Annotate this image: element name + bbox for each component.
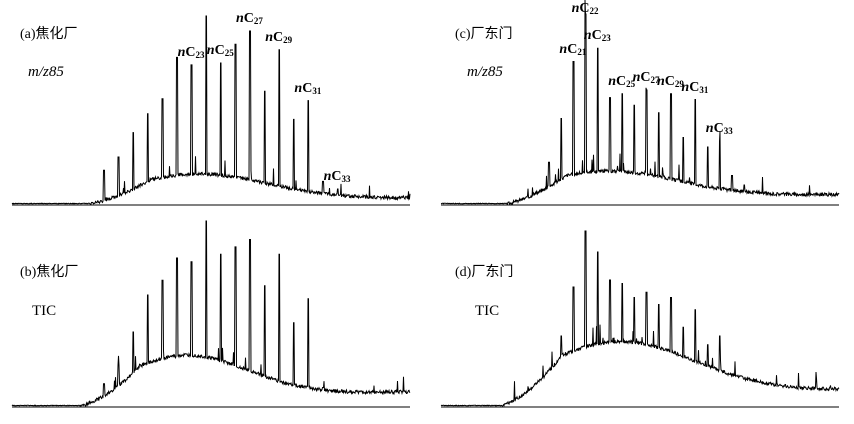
- peak-label-nc25: nC25: [608, 73, 636, 89]
- peak-label-nc29: nC29: [265, 29, 293, 45]
- peak-label-nc33: nC33: [323, 168, 351, 184]
- chromatogram-b-plot: [11, 220, 411, 408]
- chromatogram-c-plot: [440, 0, 840, 206]
- panel-mode-label: TIC: [32, 303, 57, 319]
- panel-title: (a)焦化厂: [20, 27, 78, 42]
- chromatogram-trace: [440, 0, 840, 206]
- panel-title: (b)焦化厂: [20, 265, 79, 280]
- peak-label-nc31: nC31: [294, 80, 322, 96]
- peak-label-nc27: nC27: [632, 70, 660, 85]
- peak-label-nc27: nC27: [236, 11, 263, 27]
- panel-title: (c)厂东门: [455, 27, 513, 42]
- panel-mode-label: m/z85: [28, 64, 64, 80]
- chromatogram-d-plot: [440, 230, 840, 408]
- chromatogram-panel-c: (c)厂东门 m/z85 nC21 nC22 nC23 nC25 nC27 nC29 nC3…: [427, 0, 854, 212]
- chromatogram-panel-b: (b)焦化厂 TIC: [0, 212, 427, 424]
- chromatogram-panel-a: (a)焦化厂 m/z85 nC23 nC25 nC27 nC29 nC31 nC33: [0, 0, 427, 212]
- panel-mode-label: m/z85: [467, 64, 503, 80]
- chromatogram-trace: [11, 15, 411, 205]
- chromatogram-trace: [440, 230, 840, 407]
- peak-label-nc23: nC23: [177, 44, 205, 60]
- panel-mode-label: TIC: [475, 303, 500, 319]
- chromatogram-a-plot: [11, 15, 411, 206]
- peak-label-nc22: nC22: [571, 1, 599, 16]
- peak-label-nc23: nC23: [583, 28, 611, 44]
- peak-label-nc33: nC33: [705, 121, 733, 137]
- peak-label-nc25: nC25: [206, 43, 234, 58]
- chromatogram-trace: [11, 220, 411, 408]
- chromatogram-panel-d: (d)厂东门 TIC: [427, 212, 854, 424]
- peak-label-nc29: nC29: [657, 73, 684, 89]
- peak-label-nc21: nC21: [559, 41, 587, 57]
- panel-title: (d)厂东门: [455, 265, 514, 280]
- peak-label-nc31: nC31: [681, 79, 709, 95]
